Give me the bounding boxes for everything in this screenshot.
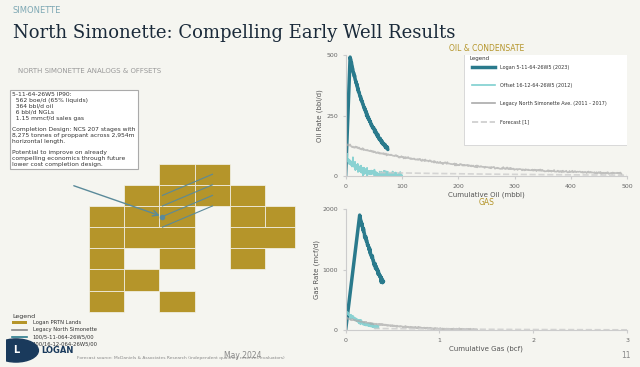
Bar <box>124 185 159 206</box>
Bar <box>124 269 159 291</box>
Bar <box>195 185 230 206</box>
Bar <box>159 206 195 227</box>
Title: OIL & CONDENSATE: OIL & CONDENSATE <box>449 44 524 53</box>
Bar <box>89 248 124 269</box>
Bar <box>159 164 195 185</box>
Bar <box>230 185 266 206</box>
X-axis label: Cumulative Gas (bcf): Cumulative Gas (bcf) <box>449 346 524 352</box>
Bar <box>230 227 295 248</box>
Bar <box>89 206 124 227</box>
Text: Forecast [1]: Forecast [1] <box>500 119 530 124</box>
Bar <box>89 269 124 291</box>
Title: GAS: GAS <box>479 198 494 207</box>
FancyBboxPatch shape <box>464 52 633 145</box>
Bar <box>159 291 195 312</box>
Bar <box>89 291 124 312</box>
Bar <box>266 206 295 227</box>
Text: Legacy North Simonette: Legacy North Simonette <box>33 327 97 332</box>
Bar <box>89 227 124 248</box>
X-axis label: Cumulative Oil (mbbl): Cumulative Oil (mbbl) <box>448 192 525 198</box>
Bar <box>230 206 266 227</box>
Text: 5-11-64-26W5 IP90:
  562 boe/d (65% liquids)
  364 bbl/d oil
  6 bbl/d NGLs
  1.: 5-11-64-26W5 IP90: 562 boe/d (65% liquid… <box>12 92 136 167</box>
Y-axis label: Oil Rate (bbl/d): Oil Rate (bbl/d) <box>317 89 323 142</box>
Text: 100/5-11-064-26W5/00: 100/5-11-064-26W5/00 <box>33 335 95 339</box>
Text: SIMONETTE: SIMONETTE <box>13 6 61 15</box>
Text: L: L <box>13 345 19 356</box>
Text: LOGAN: LOGAN <box>42 346 74 355</box>
Bar <box>230 248 266 269</box>
Text: Offset 16-12-64-26W5 (2012): Offset 16-12-64-26W5 (2012) <box>500 83 573 88</box>
Text: Legend: Legend <box>12 314 35 319</box>
Text: Legend: Legend <box>470 56 490 61</box>
Text: NORTH SIMONETTE ANALOGS & OFFSETS: NORTH SIMONETTE ANALOGS & OFFSETS <box>18 68 161 74</box>
Text: May 2024: May 2024 <box>225 351 262 360</box>
Text: North Simonette: Compelling Early Well Results: North Simonette: Compelling Early Well R… <box>13 24 455 42</box>
Bar <box>159 248 195 269</box>
Text: Logan PRTN Lands: Logan PRTN Lands <box>33 320 81 325</box>
Bar <box>12 321 27 324</box>
Bar <box>159 185 195 206</box>
Text: Forecast source: McDaniels & Associates Research (independent qualified reserves: Forecast source: McDaniels & Associates … <box>77 356 284 360</box>
Bar <box>195 164 230 185</box>
Text: Logan 5-11-64-26W5 (2023): Logan 5-11-64-26W5 (2023) <box>500 65 570 70</box>
Bar <box>124 227 195 248</box>
Circle shape <box>0 339 38 362</box>
Text: Legacy North Simonette Ave. (2011 - 2017): Legacy North Simonette Ave. (2011 - 2017… <box>500 101 607 106</box>
Bar <box>124 206 159 227</box>
Text: 100/16-12-064-26W5/00: 100/16-12-064-26W5/00 <box>33 342 98 347</box>
Y-axis label: Gas Rate (mcf/d): Gas Rate (mcf/d) <box>313 240 319 299</box>
Text: 11: 11 <box>621 351 630 360</box>
